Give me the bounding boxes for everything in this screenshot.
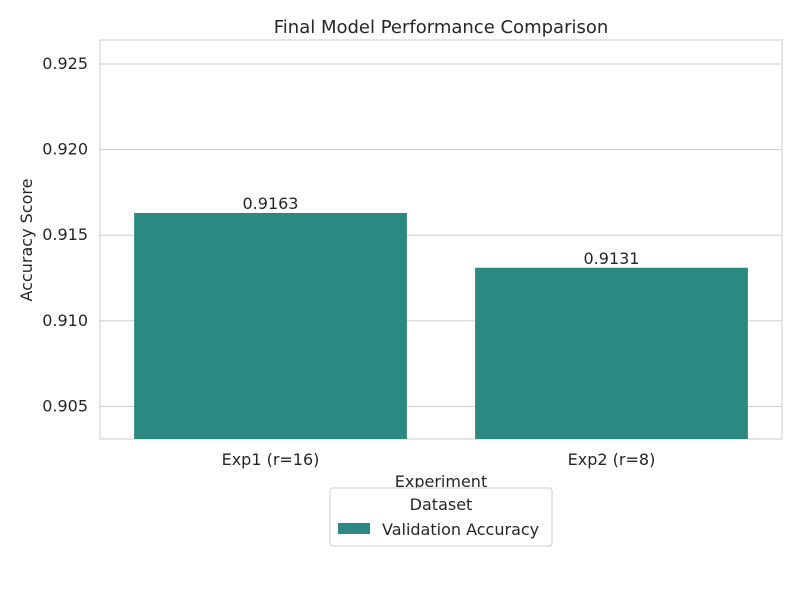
- y-tick-label: 0.910: [42, 311, 88, 330]
- x-tick-labels: Exp1 (r=16) Exp2 (r=8): [222, 450, 656, 469]
- y-axis-label: Accuracy Score: [17, 179, 36, 302]
- x-axis-label: Experiment: [395, 472, 487, 491]
- x-tick-label: Exp2 (r=8): [568, 450, 656, 469]
- chart-title: Final Model Performance Comparison: [274, 17, 609, 38]
- legend-entry-label: Validation Accuracy: [382, 520, 539, 539]
- y-tick-labels: 0.905 0.910 0.915 0.920 0.925: [42, 54, 88, 415]
- y-tick-label: 0.920: [42, 140, 88, 159]
- bars: [134, 212, 748, 439]
- legend-title: Dataset: [410, 495, 473, 514]
- x-tick-label: Exp1 (r=16): [222, 450, 320, 469]
- bar-value-label: 0.9163: [243, 194, 299, 213]
- legend-box: [329, 487, 553, 547]
- y-tick-label: 0.925: [42, 54, 88, 73]
- bar[interactable]: [134, 212, 407, 439]
- bar[interactable]: [475, 267, 748, 439]
- bar-value-labels: 0.9163 0.9131: [243, 194, 640, 268]
- legend[interactable]: Dataset Validation Accuracy: [329, 487, 553, 547]
- y-tick-label: 0.905: [42, 396, 88, 415]
- y-tick-label: 0.915: [42, 225, 88, 244]
- legend-swatch: [338, 523, 370, 534]
- bar-value-label: 0.9131: [584, 249, 640, 268]
